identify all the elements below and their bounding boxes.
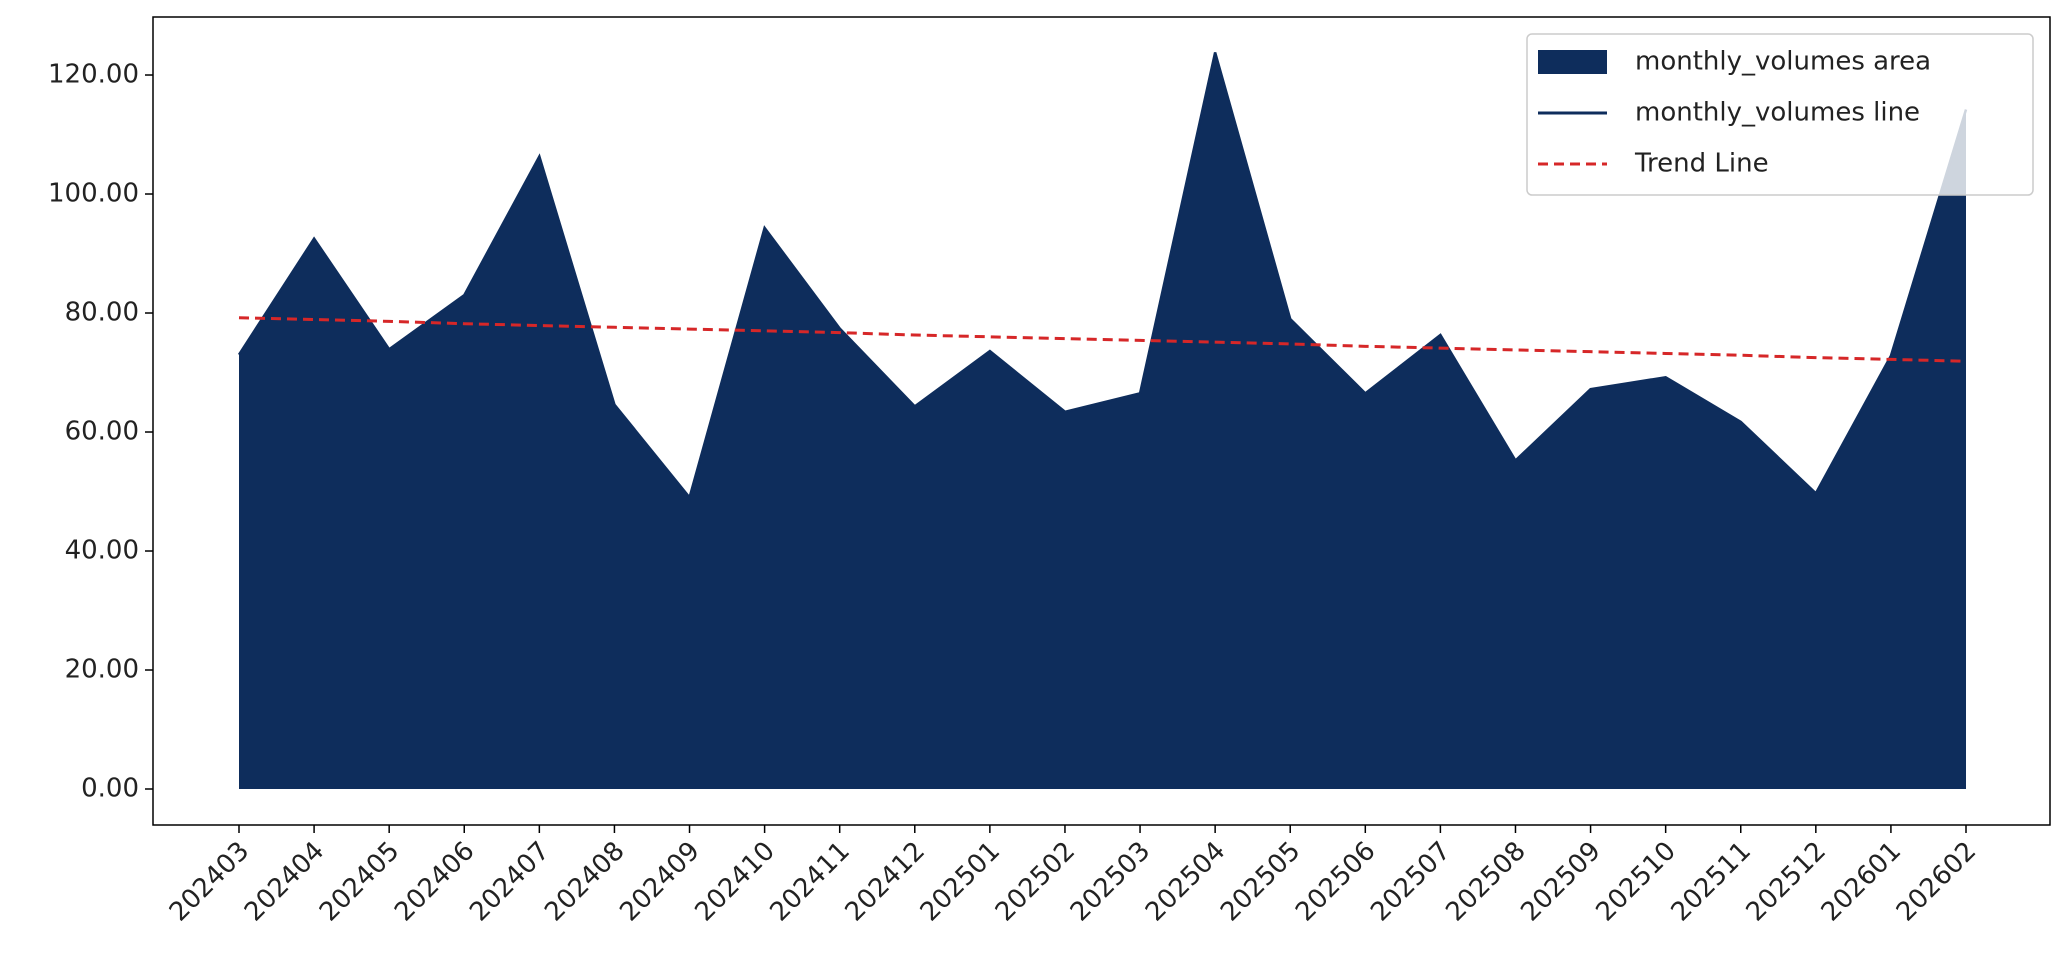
y-tick-label: 120.00	[48, 60, 139, 90]
x-tick-label: 202602	[1891, 836, 1982, 927]
y-tick-label: 60.00	[65, 417, 139, 447]
legend-label: monthly_volumes line	[1635, 98, 1920, 128]
x-tick-label: 202510	[1591, 836, 1682, 927]
plot-frame	[152, 16, 2051, 826]
x-tick-label: 202507	[1365, 836, 1456, 927]
y-tick-label: 0.00	[81, 774, 139, 804]
y-tick-label: 40.00	[65, 536, 139, 566]
x-tick-label: 202407	[464, 836, 555, 927]
legend-label: Trend Line	[1634, 149, 1769, 179]
x-tick-label: 202405	[314, 836, 405, 927]
x-tick-label: 202506	[1290, 836, 1381, 927]
x-tick-label: 202504	[1140, 836, 1231, 927]
x-tick-label: 202505	[1215, 836, 1306, 927]
x-tick-label: 202410	[689, 836, 780, 927]
x-tick-label: 202406	[389, 836, 480, 927]
y-tick-label: 80.00	[65, 298, 139, 328]
legend-label: monthly_volumes area	[1635, 47, 1931, 77]
x-tick-label: 202503	[1065, 836, 1156, 927]
x-tick-label: 202508	[1440, 836, 1531, 927]
x-tick-label: 202411	[765, 836, 856, 927]
x-tick-label: 202404	[239, 836, 330, 927]
area	[239, 52, 1966, 790]
x-tick-label: 202412	[840, 836, 931, 927]
x-tick-label: 202403	[164, 836, 255, 927]
y-tick-label: 100.00	[48, 179, 139, 209]
x-tick-label: 202502	[990, 836, 1081, 927]
legend-swatch	[1538, 50, 1607, 74]
line	[237, 52, 1968, 501]
x-tick-label: 202509	[1515, 836, 1606, 927]
y-tick-label: 20.00	[65, 655, 139, 685]
x-tick-label: 202512	[1741, 836, 1832, 927]
x-tick-label: 202601	[1816, 836, 1907, 927]
x-tick-label: 202408	[539, 836, 630, 927]
x-tick-label: 202501	[915, 836, 1006, 927]
x-tick-label: 202511	[1666, 836, 1757, 927]
x-tick-label: 202409	[614, 836, 705, 927]
legend-box	[1526, 33, 2034, 196]
